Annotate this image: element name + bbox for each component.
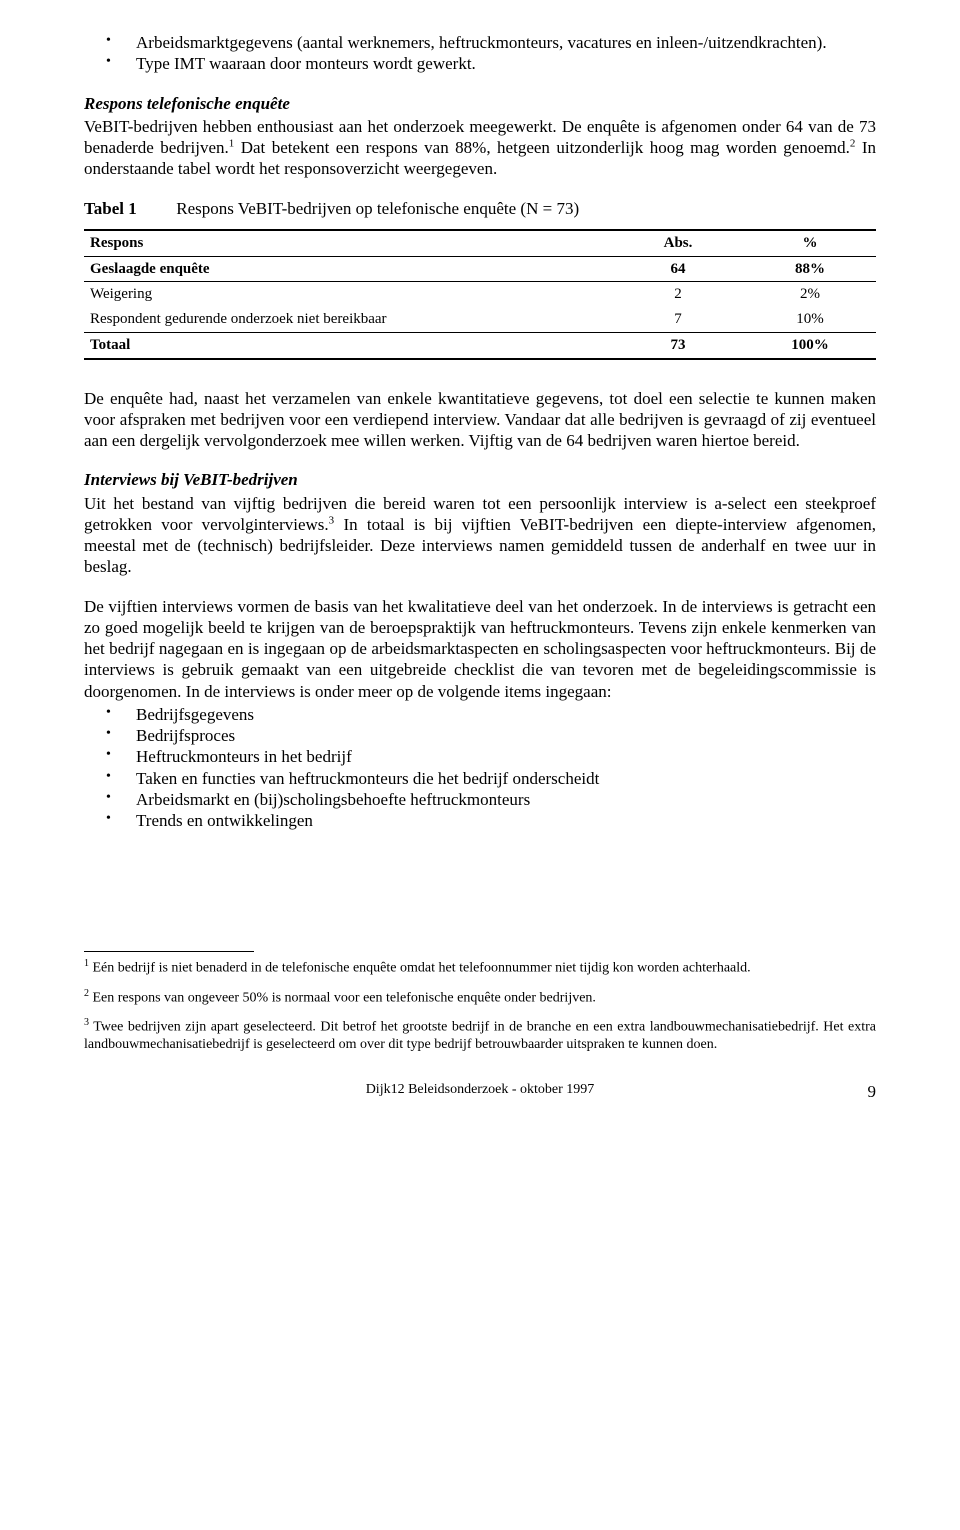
section-heading-interviews: Interviews bij VeBIT-bedrijven (84, 469, 876, 490)
list-item: Bedrijfsgegevens (84, 704, 876, 725)
cell-abs: 64 (612, 256, 744, 282)
cell-abs: 7 (612, 307, 744, 332)
footnote-separator (84, 951, 254, 952)
footnote-text: Een respons van ongeveer 50% is normaal … (89, 990, 596, 1005)
list-item: Arbeidsmarktgegevens (aantal werknemers,… (84, 32, 876, 53)
cell-label: Respondent gedurende onderzoek niet bere… (84, 307, 612, 332)
table-row: Weigering 2 2% (84, 282, 876, 307)
footnote-text: Twee bedrijven zijn apart geselecteerd. … (84, 1020, 876, 1052)
page-footer: Dijk12 Beleidsonderzoek - oktober 1997 9 (84, 1081, 876, 1099)
col-header-respons: Respons (84, 230, 612, 256)
table-total-row: Totaal 73 100% (84, 332, 876, 358)
table-caption-text: Respons VeBIT-bedrijven op telefonische … (176, 199, 579, 218)
col-header-abs: Abs. (612, 230, 744, 256)
footnote-1: 1 Eén bedrijf is niet benaderd in de tel… (84, 958, 876, 977)
cell-abs: 73 (612, 332, 744, 358)
cell-pct: 88% (744, 256, 876, 282)
cell-label: Totaal (84, 332, 612, 358)
top-bullet-list: Arbeidsmarktgegevens (aantal werknemers,… (84, 32, 876, 75)
list-item: Taken en functies van heftruckmonteurs d… (84, 768, 876, 789)
cell-pct: 100% (744, 332, 876, 358)
list-item: Heftruckmonteurs in het bedrijf (84, 746, 876, 767)
footnote-2: 2 Een respons van ongeveer 50% is normaa… (84, 988, 876, 1007)
respons-table: Respons Abs. % Geslaagde enquête 64 88% … (84, 229, 876, 360)
paragraph: VeBIT-bedrijven hebben enthousiast aan h… (84, 116, 876, 180)
list-item: Arbeidsmarkt en (bij)scholingsbehoefte h… (84, 789, 876, 810)
cell-pct: 2% (744, 282, 876, 307)
footnote-text: Eén bedrijf is niet benaderd in de telef… (89, 961, 751, 976)
cell-label: Weigering (84, 282, 612, 307)
footnote-3: 3 Twee bedrijven zijn apart geselecteerd… (84, 1017, 876, 1053)
page-number: 9 (868, 1081, 877, 1102)
table-row: Respondent gedurende onderzoek niet bere… (84, 307, 876, 332)
table-row: Geslaagde enquête 64 88% (84, 256, 876, 282)
text-run: Dat betekent een respons van 88%, hetgee… (234, 138, 850, 157)
section-heading-respons: Respons telefonische enquête (84, 93, 876, 114)
cell-pct: 10% (744, 307, 876, 332)
document-page: Arbeidsmarktgegevens (aantal werknemers,… (0, 0, 960, 1139)
cell-abs: 2 (612, 282, 744, 307)
col-header-pct: % (744, 230, 876, 256)
table-header-row: Respons Abs. % (84, 230, 876, 256)
paragraph: De enquête had, naast het verzamelen van… (84, 388, 876, 452)
paragraph: Uit het bestand van vijftig bedrijven di… (84, 493, 876, 578)
footer-center-text: Dijk12 Beleidsonderzoek - oktober 1997 (366, 1082, 595, 1097)
list-item: Bedrijfsproces (84, 725, 876, 746)
list-item: Type IMT waaraan door monteurs wordt gew… (84, 53, 876, 74)
cell-label: Geslaagde enquête (84, 256, 612, 282)
paragraph: De vijftien interviews vormen de basis v… (84, 596, 876, 702)
list-item: Trends en ontwikkelingen (84, 810, 876, 831)
table-caption: Tabel 1 Respons VeBIT-bedrijven op telef… (84, 198, 876, 219)
table-label: Tabel 1 (84, 198, 172, 219)
items-bullet-list: Bedrijfsgegevens Bedrijfsproces Heftruck… (84, 704, 876, 832)
